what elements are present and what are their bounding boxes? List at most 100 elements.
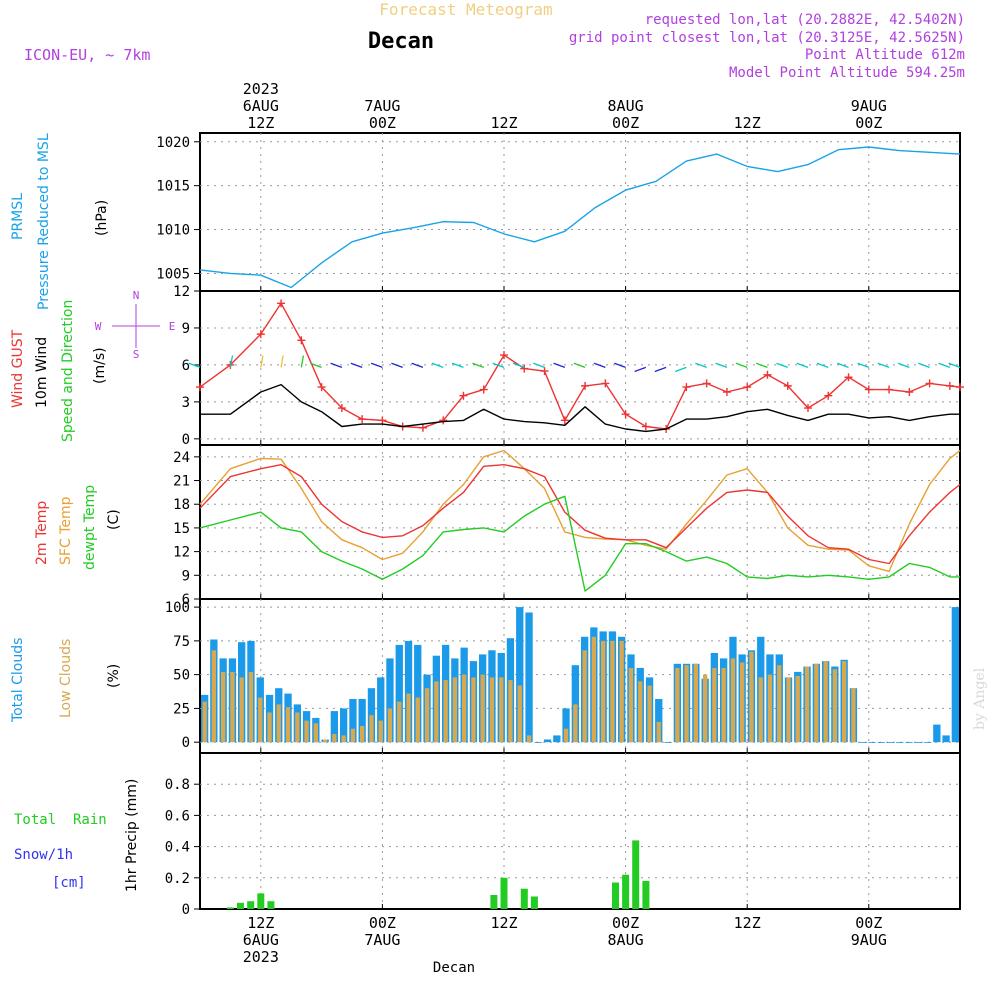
time-label-top: 2023: [243, 80, 279, 98]
wind-labels: Wind GUST 10m Wind Speed and Direction (…: [10, 289, 175, 442]
wind-direction-arrow: [918, 362, 930, 368]
low-cloud-bar: [740, 662, 745, 743]
wind-gust-marker: [743, 383, 752, 392]
total-cloud-bar: [886, 742, 895, 743]
wind-direction-arrow: [188, 362, 201, 368]
wind-gust-marker: [439, 416, 448, 425]
pressure-ytick-label: 1010: [156, 223, 190, 239]
low-cloud-bar: [434, 681, 439, 743]
low-cloud-bar: [239, 677, 244, 743]
low-cloud-bar: [369, 715, 374, 743]
wind-gust-marker: [702, 379, 711, 388]
time-label-top: 9AUG: [851, 97, 887, 115]
temp-sfc-label: SFC Temp: [58, 496, 74, 565]
low-cloud-bar: [786, 677, 791, 743]
low-cloud-bar: [443, 680, 448, 743]
temp-2m-line: [199, 464, 961, 565]
temp-ytick-label: 9: [182, 568, 190, 584]
low-cloud-bar: [360, 726, 365, 743]
low-cloud-bar: [304, 720, 309, 743]
wind-ytick-label: 0: [182, 432, 190, 448]
total-cloud-bar: [543, 739, 552, 743]
low-cloud-bar: [526, 735, 532, 743]
temp-ytick-label: 6: [182, 592, 190, 608]
total-cloud-bar: [914, 742, 922, 743]
wind-gust-marker: [925, 379, 934, 388]
low-cloud-bar: [675, 667, 680, 743]
chart-marks: [188, 146, 964, 910]
model-label: ICON-EU, ~ 7km: [24, 46, 150, 64]
wind-ytick-label: 6: [182, 358, 190, 374]
low-cloud-bar: [471, 677, 476, 743]
low-cloud-bar: [795, 676, 800, 743]
rain-bar: [500, 877, 508, 909]
total-cloud-bar: [330, 711, 338, 743]
wind-gust-marker: [277, 299, 286, 308]
total-cloud-bar: [386, 658, 394, 743]
total-cloud-bar: [340, 708, 348, 743]
low-cloud-bar: [424, 688, 430, 743]
pressure-reduced-label: Pressure Reduced to MSL: [36, 133, 52, 310]
wind-gust-marker: [560, 416, 569, 425]
panel-grids: [200, 133, 960, 909]
pressure-ytick-label: 1015: [156, 179, 190, 195]
time-label-top: 12Z: [247, 114, 274, 132]
total-cloud-bar: [923, 742, 932, 743]
pressure-labels: PRMSL Pressure Reduced to MSL (hPa): [10, 133, 110, 310]
wind-ytick-label: 3: [182, 395, 190, 411]
low-cloud-bar: [258, 697, 263, 743]
time-label-top: 8AUG: [608, 97, 644, 115]
wind-direction-arrow: [715, 362, 728, 368]
total-cloud-bar: [525, 612, 533, 743]
temp-ytick-label: 18: [173, 497, 190, 513]
time-label-bottom: 00Z: [369, 914, 396, 932]
pressure-ytick-label: 1020: [156, 135, 190, 151]
time-label-bottom: 00Z: [855, 914, 882, 932]
low-cloud-bar: [647, 685, 652, 743]
precip-ytick-label: 0.2: [165, 871, 190, 887]
wind-gust-marker: [581, 381, 590, 390]
low-cloud-bar: [489, 677, 495, 743]
wind-gust-marker: [824, 391, 833, 400]
time-label-bottom: 12Z: [247, 914, 274, 932]
wind-direction-arrow: [310, 362, 322, 368]
wind-gust-marker: [196, 383, 204, 392]
low-cloud-bar: [508, 680, 513, 743]
wind-direction-arrow: [492, 362, 505, 368]
low-cloud-bar: [285, 707, 291, 743]
wind-gust-marker: [945, 381, 954, 390]
total-cloud-bar: [534, 742, 542, 743]
location-title: Decan: [368, 29, 434, 54]
low-cloud-bar: [341, 735, 346, 743]
rain-bar: [267, 901, 275, 909]
rain-bar: [530, 896, 538, 909]
wind-direction-arrow: [755, 362, 768, 368]
total-cloud-bar: [905, 742, 913, 743]
low-cloud-bar: [814, 663, 819, 743]
temp-ytick-label: 12: [173, 545, 190, 561]
total-cloud-bar: [404, 640, 413, 743]
temp-ytick-label: 15: [173, 521, 190, 537]
low-cloud-bar: [517, 685, 522, 743]
cloud-unit: (%): [106, 664, 122, 688]
rain-bar: [226, 907, 234, 909]
pressure-ytick-label: 1005: [156, 266, 190, 282]
watermark: by Angel: [972, 667, 988, 730]
time-label-bottom: 6AUG: [243, 931, 279, 949]
precip-panel-frame: [199, 752, 961, 910]
rain-bar: [642, 880, 650, 909]
temp-panel-frame: [199, 444, 961, 600]
compass-south: S: [133, 348, 140, 361]
wind-direction-arrow: [857, 362, 870, 368]
precip-ytick-label: 0.4: [165, 840, 190, 856]
rain-bar: [632, 840, 640, 909]
low-cloud-bar: [656, 721, 661, 743]
wind-gust-marker: [540, 367, 549, 376]
wind-direction-arrow: [796, 362, 809, 368]
wind-direction-arrow: [260, 355, 264, 368]
low-cloud-bar: [582, 650, 587, 743]
wind-direction-arrow: [816, 362, 829, 368]
wind-gust-marker: [297, 336, 306, 345]
wind-gust-marker: [418, 423, 427, 432]
